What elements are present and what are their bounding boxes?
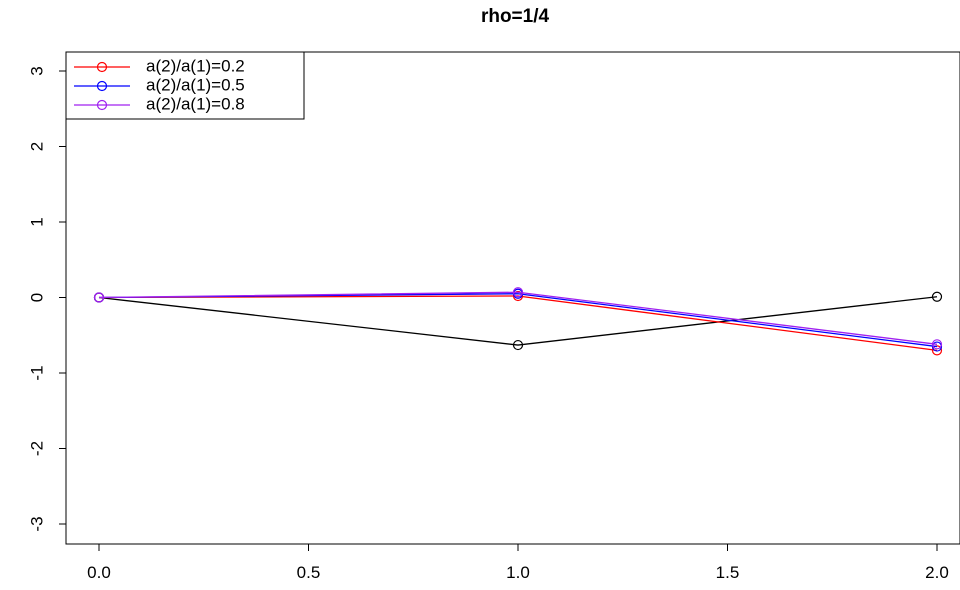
data-point	[512, 339, 524, 351]
legend-item: a(2)/a(1)=0.8	[74, 94, 245, 113]
data-point	[512, 287, 524, 298]
y-tick-label: 0	[27, 293, 46, 302]
y-tick-label: 2	[27, 142, 46, 151]
legend-label: a(2)/a(1)=0.2	[146, 56, 245, 75]
chart-title: rho=1/4	[481, 6, 550, 27]
plot-frame	[65, 51, 960, 545]
series-line	[98, 296, 938, 346]
data-point	[931, 345, 943, 356]
x-tick-label: 0.5	[297, 563, 321, 582]
legend-marker	[96, 80, 108, 92]
y-tick-label: 1	[27, 217, 46, 226]
series-line	[98, 293, 938, 348]
x-tick-label: 2.0	[925, 563, 949, 582]
legend-marker	[96, 61, 108, 73]
legend-marker	[96, 99, 108, 111]
series-line	[98, 291, 938, 345]
legend: a(2)/a(1)=0.2a(2)/a(1)=0.5a(2)/a(1)=0.8	[65, 51, 305, 120]
series-layer	[93, 287, 943, 356]
data-point	[93, 292, 105, 303]
y-tick-label: 3	[27, 66, 46, 75]
y-tick-label: -2	[27, 441, 46, 456]
series-2	[93, 288, 943, 352]
legend-label: a(2)/a(1)=0.8	[146, 94, 245, 113]
x-tick-label: 1.5	[716, 563, 740, 582]
series-3	[93, 287, 943, 350]
data-point	[931, 291, 943, 302]
x-tick-label: 0.0	[87, 563, 111, 582]
legend-item: a(2)/a(1)=0.5	[74, 75, 245, 94]
legend-label: a(2)/a(1)=0.5	[146, 75, 245, 94]
y-tick-label: -1	[27, 365, 46, 380]
x-tick-label: 1.0	[506, 563, 530, 582]
axes: 0.0 0.5 1.0 1.5 2.0 -3 -2 -1 0 1 2 3	[27, 66, 948, 582]
data-point	[931, 339, 943, 350]
series-line	[98, 295, 938, 351]
y-tick-label: -3	[27, 516, 46, 531]
legend-item: a(2)/a(1)=0.2	[74, 56, 245, 75]
